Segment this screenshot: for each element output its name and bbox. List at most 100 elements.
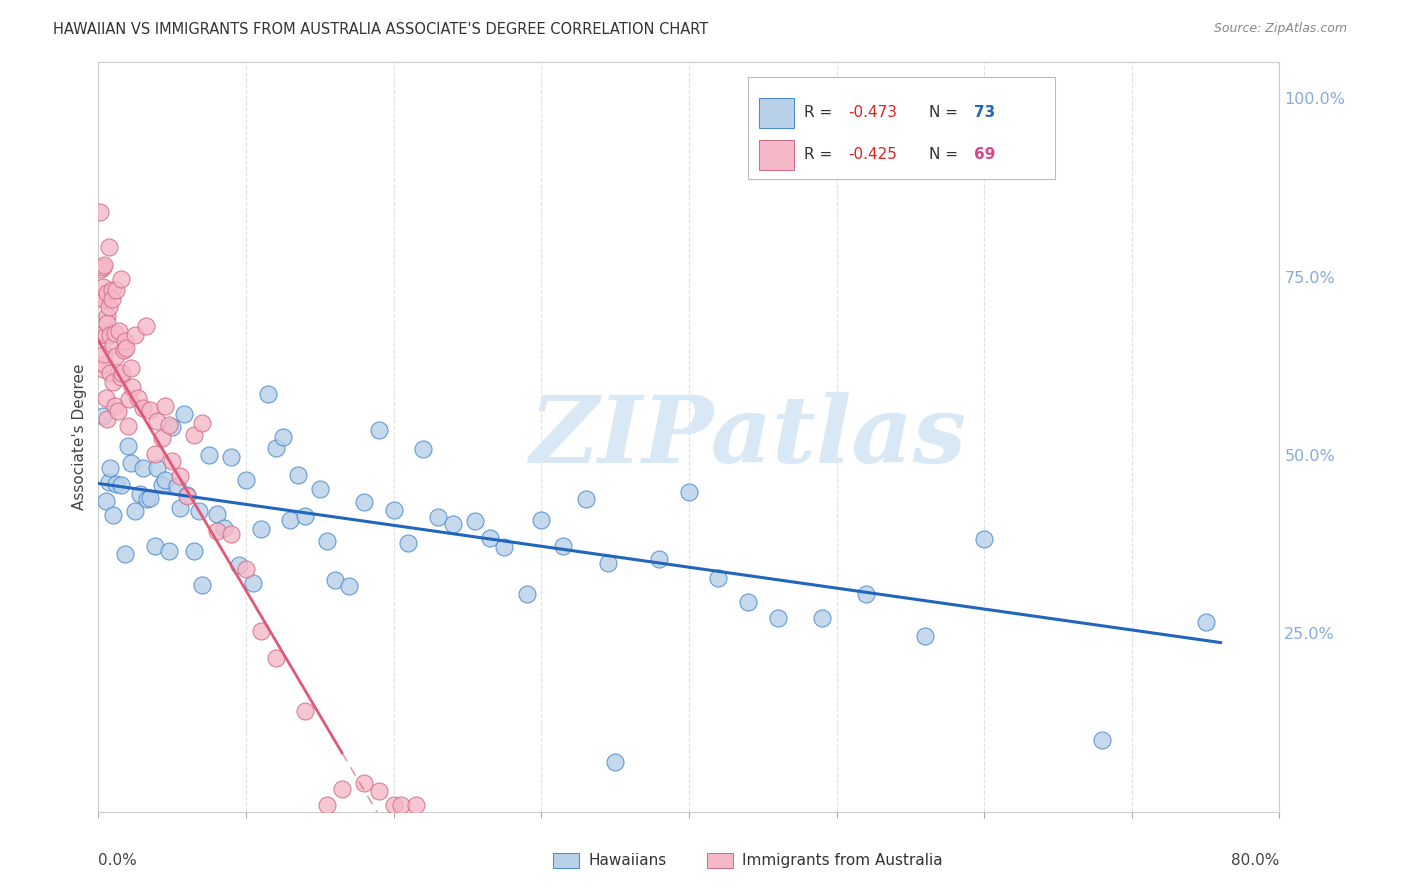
Point: [91, 409, 114, 424]
Text: R =: R =: [803, 105, 837, 120]
Point: [389, 797, 412, 812]
Point: [162, 454, 183, 468]
Point: [412, 442, 434, 457]
Point: [90, 262, 112, 277]
Point: [198, 448, 221, 462]
Point: [124, 504, 146, 518]
Point: [97, 240, 120, 254]
Point: [98, 460, 121, 475]
Point: [309, 482, 332, 496]
Point: [166, 479, 188, 493]
Text: HAWAIIAN VS IMMIGRANTS FROM AUSTRALIA ASSOCIATE'S DEGREE CORRELATION CHART: HAWAIIAN VS IMMIGRANTS FROM AUSTRALIA AS…: [53, 22, 709, 37]
Point: [157, 544, 180, 558]
Point: [464, 514, 486, 528]
Point: [146, 414, 169, 428]
Text: 73: 73: [973, 105, 995, 120]
Point: [353, 775, 375, 789]
Point: [150, 431, 173, 445]
Point: [98, 366, 121, 380]
FancyBboxPatch shape: [748, 78, 1054, 178]
Point: [441, 517, 464, 532]
Point: [353, 494, 375, 508]
Text: Source: ZipAtlas.com: Source: ZipAtlas.com: [1213, 22, 1347, 36]
Point: [89, 205, 111, 219]
Point: [96, 285, 118, 300]
Text: 80.0%: 80.0%: [1232, 853, 1279, 868]
Point: [242, 576, 264, 591]
Point: [810, 610, 832, 624]
Point: [855, 587, 877, 601]
Point: [1091, 733, 1114, 747]
Point: [169, 469, 191, 483]
Point: [97, 301, 120, 315]
Point: [139, 403, 162, 417]
Point: [110, 271, 132, 285]
Text: R =: R =: [803, 147, 837, 162]
Point: [100, 283, 122, 297]
Point: [91, 362, 114, 376]
Point: [110, 478, 132, 492]
Point: [97, 475, 120, 489]
Point: [766, 610, 789, 624]
Point: [382, 797, 405, 812]
Point: [294, 509, 316, 524]
Text: N =: N =: [929, 105, 963, 120]
Point: [105, 283, 128, 297]
Point: [176, 488, 198, 502]
Point: [118, 392, 141, 406]
Point: [605, 755, 627, 769]
Point: [103, 508, 125, 522]
Text: Hawaiians: Hawaiians: [589, 853, 666, 868]
Point: [516, 587, 538, 601]
Point: [382, 503, 405, 517]
Point: [121, 380, 143, 394]
Point: [264, 441, 287, 455]
Point: [96, 412, 118, 426]
Point: [94, 494, 117, 508]
Point: [228, 558, 250, 573]
Point: [973, 532, 995, 546]
Point: [914, 629, 936, 643]
Text: Immigrants from Australia: Immigrants from Australia: [742, 853, 942, 868]
Point: [94, 328, 117, 343]
Point: [157, 417, 180, 432]
Point: [173, 407, 195, 421]
Point: [90, 291, 112, 305]
Point: [280, 513, 302, 527]
Point: [316, 797, 339, 812]
Point: [150, 478, 173, 492]
Point: [135, 319, 157, 334]
Text: -0.425: -0.425: [848, 147, 897, 162]
Text: 69: 69: [973, 147, 995, 162]
Point: [339, 578, 361, 592]
Point: [575, 491, 598, 506]
Point: [221, 527, 243, 541]
Bar: [759, 97, 794, 128]
Point: [105, 477, 128, 491]
Point: [104, 326, 127, 340]
Point: [257, 387, 280, 401]
Point: [91, 293, 114, 307]
Point: [105, 349, 128, 363]
Bar: [553, 853, 579, 868]
Text: ZIPatlas: ZIPatlas: [530, 392, 966, 482]
Point: [98, 327, 121, 342]
Point: [127, 391, 149, 405]
Point: [120, 360, 142, 375]
Point: [235, 473, 257, 487]
Point: [91, 279, 114, 293]
Point: [648, 552, 671, 566]
Text: -0.473: -0.473: [848, 105, 897, 120]
Point: [111, 367, 134, 381]
Point: [143, 447, 166, 461]
Point: [368, 784, 391, 798]
Point: [124, 328, 146, 343]
Point: [93, 357, 115, 371]
Bar: [759, 140, 794, 169]
Point: [530, 513, 553, 527]
Point: [96, 317, 118, 331]
Point: [1195, 615, 1218, 630]
Point: [212, 520, 235, 534]
Point: [596, 556, 619, 570]
Point: [235, 562, 257, 576]
